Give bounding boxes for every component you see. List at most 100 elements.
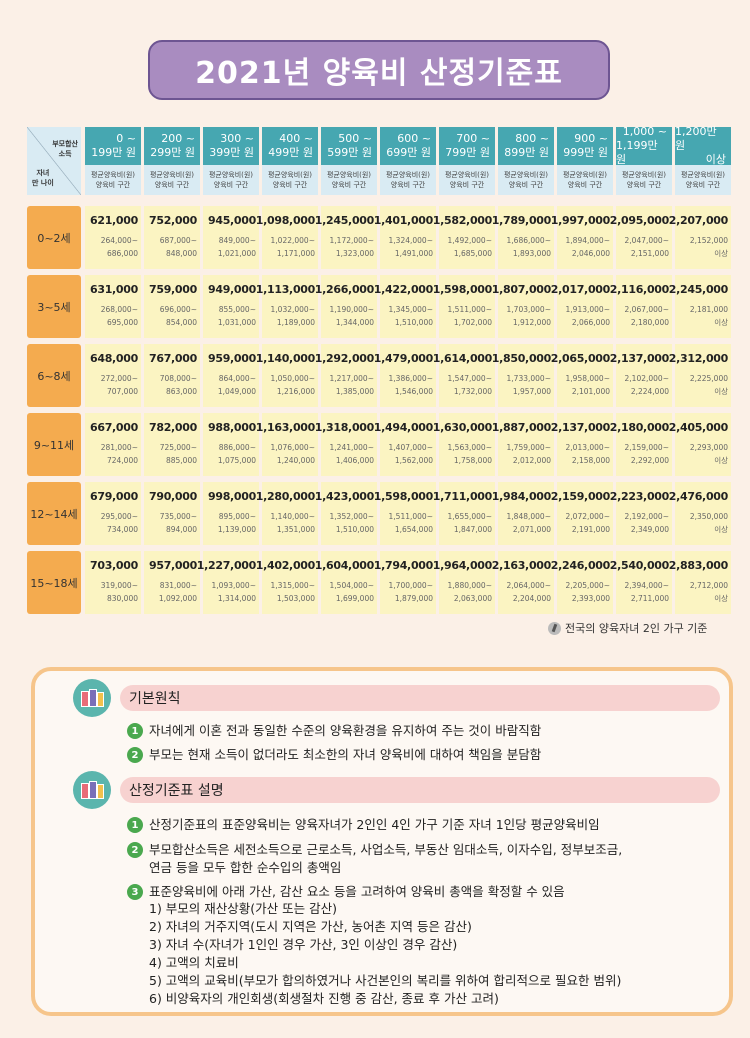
table-cell: 1,227,000 1,093,000~ 1,314,000 bbox=[197, 551, 259, 614]
range-from: 295,000~ bbox=[100, 512, 138, 521]
amount-range: 831,000~ 1,092,000 bbox=[159, 579, 197, 605]
range-from: 1,848,000~ bbox=[506, 512, 551, 521]
amount-range: 1,352,000~ 1,510,000 bbox=[330, 510, 374, 536]
column-subheader-line2: 양육비 구간 bbox=[154, 181, 190, 189]
column-subheader: 평균양육비(원) 양육비 구간 bbox=[498, 165, 554, 195]
average-amount: 759,000 bbox=[148, 283, 197, 296]
range-from: 1,700,000~ bbox=[388, 581, 433, 590]
range-from: 855,000~ bbox=[218, 305, 256, 314]
amount-range: 1,913,000~ 2,066,000 bbox=[566, 303, 610, 329]
income-bracket-line2: 899만 원 bbox=[504, 146, 549, 159]
average-amount: 1,984,000 bbox=[491, 490, 552, 503]
amount-range: 1,190,000~ 1,344,000 bbox=[330, 303, 374, 329]
range-to: 1,491,000 bbox=[394, 249, 433, 258]
range-from: 1,913,000~ bbox=[565, 305, 610, 314]
column-subheader-line1: 평균양육비(원) bbox=[680, 171, 726, 179]
table-cell: 949,000 855,000~ 1,031,000 bbox=[203, 275, 259, 338]
amount-range: 2,102,000~ 2,224,000 bbox=[625, 372, 669, 398]
average-amount: 767,000 bbox=[148, 352, 197, 365]
range-to: 894,000 bbox=[165, 525, 197, 534]
table-cell: 1,984,000 1,848,000~ 2,071,000 bbox=[492, 482, 554, 545]
column-subheader-line2: 양육비 구간 bbox=[272, 181, 308, 189]
amount-range: 1,703,000~ 1,912,000 bbox=[507, 303, 551, 329]
average-amount: 1,850,000 bbox=[491, 352, 552, 365]
average-amount: 957,000 bbox=[148, 559, 197, 572]
range-from: 2,293,000 bbox=[689, 443, 728, 452]
range-to: 854,000 bbox=[165, 318, 197, 327]
income-bracket-line2: 699만 원 bbox=[386, 146, 431, 159]
range-from: 2,350,000 bbox=[689, 512, 728, 521]
table-cell: 1,614,000 1,547,000~ 1,732,000 bbox=[433, 344, 495, 407]
income-column-header: 300 ~399만 원 평균양육비(원) 양육비 구간 bbox=[203, 127, 259, 195]
table-cell: 1,163,000 1,076,000~ 1,240,000 bbox=[256, 413, 318, 476]
column-subheader: 평균양육비(원) 양육비 구간 bbox=[203, 165, 259, 195]
average-amount: 1,794,000 bbox=[373, 559, 434, 572]
income-bracket-line1: 1,200만 원 bbox=[675, 125, 717, 152]
range-to: 2,292,000 bbox=[630, 456, 669, 465]
range-to: 695,000 bbox=[106, 318, 138, 327]
amount-range: 1,032,000~ 1,189,000 bbox=[271, 303, 315, 329]
average-amount: 949,000 bbox=[207, 283, 256, 296]
column-subheader-line1: 평균양육비(원) bbox=[562, 171, 608, 179]
range-from: 1,217,000~ bbox=[329, 374, 374, 383]
table-cell: 2,095,000 2,047,000~ 2,151,000 bbox=[610, 206, 672, 269]
amount-range: 1,504,000~ 1,699,000 bbox=[330, 579, 374, 605]
range-to: 1,351,000 bbox=[276, 525, 315, 534]
explanation-item-cont: 연금 등을 모두 합한 순수입의 총액임 bbox=[149, 860, 342, 875]
explanation-title-bar bbox=[120, 777, 720, 803]
amount-range: 2,225,000 이상 bbox=[690, 372, 728, 398]
corner-income-label-2: 소득 bbox=[58, 150, 72, 158]
average-amount: 988,000 bbox=[207, 421, 256, 434]
table-cell: 1,494,000 1,407,000~ 1,562,000 bbox=[374, 413, 436, 476]
range-from: 2,205,000~ bbox=[565, 581, 610, 590]
table-cell: 2,116,000 2,067,000~ 2,180,000 bbox=[610, 275, 672, 338]
factor-item: 6) 비양육자의 개인회생(회생절차 진행 중 감산, 종료 후 가산 고려) bbox=[149, 991, 499, 1006]
amount-range: 1,700,000~ 1,879,000 bbox=[389, 579, 433, 605]
income-bracket-line2: 799만 원 bbox=[445, 146, 490, 159]
average-amount: 2,137,000 bbox=[550, 421, 611, 434]
range-from: 849,000~ bbox=[218, 236, 256, 245]
amount-range: 1,848,000~ 2,071,000 bbox=[507, 510, 551, 536]
income-column-header: 700 ~799만 원 평균양육비(원) 양육비 구간 bbox=[439, 127, 495, 195]
factor-item: 3) 자녀 수(자녀가 1인인 경우 가산, 3인 이상인 경우 감산) bbox=[149, 937, 458, 952]
income-bracket-label: 800 ~899만 원 bbox=[498, 127, 554, 165]
range-from: 1,759,000~ bbox=[506, 443, 551, 452]
table-cell: 2,017,000 1,913,000~ 2,066,000 bbox=[551, 275, 613, 338]
amount-range: 735,000~ 894,000 bbox=[160, 510, 197, 536]
table-cell: 1,630,000 1,563,000~ 1,758,000 bbox=[433, 413, 495, 476]
average-amount: 1,479,000 bbox=[373, 352, 434, 365]
amount-range: 886,000~ 1,075,000 bbox=[218, 441, 256, 467]
average-amount: 1,964,000 bbox=[432, 559, 493, 572]
amount-range: 725,000~ 885,000 bbox=[160, 441, 197, 467]
amount-range: 1,140,000~ 1,351,000 bbox=[271, 510, 315, 536]
range-from: 831,000~ bbox=[159, 581, 197, 590]
average-amount: 2,163,000 bbox=[491, 559, 552, 572]
age-row-label: 12~14세 bbox=[27, 482, 81, 545]
income-bracket-line1: 600 ~ bbox=[397, 132, 431, 145]
income-column-header: 500 ~599만 원 평균양육비(원) 양육비 구간 bbox=[321, 127, 377, 195]
age-row-label: 3~5세 bbox=[27, 275, 81, 338]
table-cell: 2,476,000 2,350,000 이상 bbox=[669, 482, 731, 545]
amount-range: 2,712,000 이상 bbox=[690, 579, 728, 605]
table-cell: 1,113,000 1,032,000~ 1,189,000 bbox=[256, 275, 318, 338]
amount-range: 1,386,000~ 1,546,000 bbox=[389, 372, 433, 398]
table-cell: 2,883,000 2,712,000 이상 bbox=[669, 551, 731, 614]
range-from: 1,655,000~ bbox=[447, 512, 492, 521]
average-amount: 1,280,000 bbox=[255, 490, 316, 503]
range-to: 2,224,000 bbox=[630, 387, 669, 396]
average-amount: 1,494,000 bbox=[373, 421, 434, 434]
average-amount: 1,789,000 bbox=[491, 214, 552, 227]
column-subheader-line2: 양육비 구간 bbox=[567, 181, 603, 189]
range-to: 2,101,000 bbox=[571, 387, 610, 396]
range-from: 895,000~ bbox=[218, 512, 256, 521]
range-to: 2,158,000 bbox=[571, 456, 610, 465]
income-bracket-line1: 800 ~ bbox=[515, 132, 549, 145]
range-to: 1,171,000 bbox=[276, 249, 315, 258]
column-subheader: 평균양육비(원) 양육비 구간 bbox=[616, 165, 672, 195]
range-to: 2,063,000 bbox=[453, 594, 492, 603]
column-subheader-line1: 평균양육비(원) bbox=[208, 171, 254, 179]
range-from: 2,152,000 bbox=[689, 236, 728, 245]
range-from: 1,022,000~ bbox=[270, 236, 315, 245]
table-cell: 782,000 725,000~ 885,000 bbox=[144, 413, 200, 476]
column-subheader-line2: 양육비 구간 bbox=[95, 181, 131, 189]
